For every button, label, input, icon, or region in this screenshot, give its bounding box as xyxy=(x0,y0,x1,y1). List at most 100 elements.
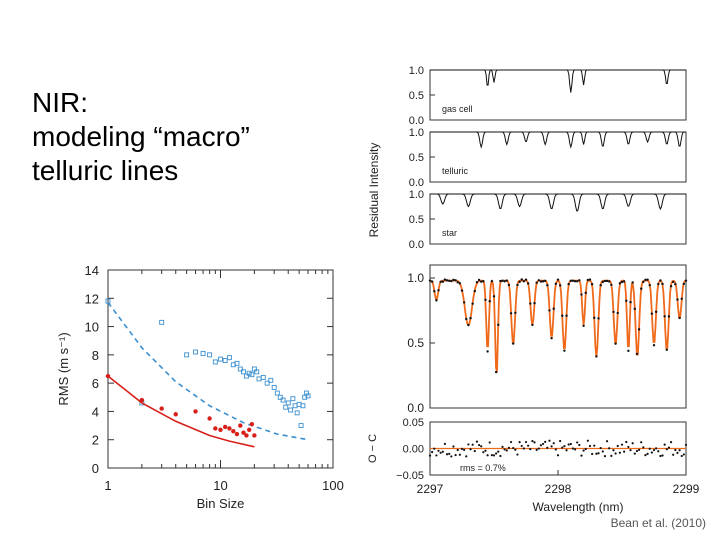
observed-data-point xyxy=(535,281,538,284)
observed-data-point xyxy=(526,282,530,285)
red-data-point xyxy=(249,421,255,427)
residual-point xyxy=(469,448,472,451)
blue-data-point xyxy=(260,375,266,380)
residual-point xyxy=(527,444,530,447)
observed-data-point xyxy=(633,307,636,311)
observed-data-point xyxy=(576,280,579,283)
residual-point xyxy=(514,448,517,451)
observed-data-point xyxy=(494,370,498,374)
y-tick-label: 0 xyxy=(92,461,99,476)
residual-point xyxy=(503,448,506,451)
residual-point xyxy=(518,441,521,444)
observed-data-point xyxy=(524,278,528,281)
observed-data-point xyxy=(477,278,481,282)
residual-point xyxy=(644,453,647,457)
red-data-point xyxy=(193,409,198,414)
observed-data-point xyxy=(646,278,649,281)
y-tick-label: 0.05 xyxy=(403,417,424,429)
y-tick-label: 0.5 xyxy=(409,152,424,164)
observed-data-point xyxy=(601,280,604,284)
blue-data-point xyxy=(268,377,274,383)
observed-data-point xyxy=(437,289,440,292)
observed-data-point xyxy=(597,317,600,320)
observed-data-point xyxy=(665,348,668,352)
residual-point xyxy=(631,442,634,445)
residual-point xyxy=(505,449,508,452)
observed-data-point xyxy=(588,278,592,281)
residual-point xyxy=(601,450,604,453)
observed-data-point xyxy=(578,279,581,282)
observed-data-point xyxy=(635,352,639,356)
observed-data-point xyxy=(663,315,666,318)
observed-data-point xyxy=(501,279,504,282)
residual-point xyxy=(618,451,621,454)
observed-data-point xyxy=(428,279,432,282)
blue-data-point xyxy=(274,390,280,396)
blue-data-point xyxy=(246,370,252,376)
observed-data-point xyxy=(514,311,517,314)
slide-title: NIR: modeling “macro” telluric lines xyxy=(32,86,352,188)
observed-data-point xyxy=(631,281,634,284)
observed-data-point xyxy=(454,279,457,282)
red-data-point xyxy=(247,427,252,433)
blue-data-point xyxy=(226,355,232,361)
residual-point xyxy=(563,444,566,448)
red-data-point xyxy=(252,433,257,438)
residual-point xyxy=(605,440,609,443)
observed-data-point xyxy=(439,280,442,283)
observed-data-point xyxy=(499,279,502,283)
residual-point xyxy=(520,444,523,448)
residual-point xyxy=(565,449,568,452)
observed-data-point xyxy=(580,293,583,296)
spectra-chart: 0.0 0.5 1.0 gas cell 0.0 0.5 1.0 telluric 0.0 0.5… xyxy=(367,65,700,514)
observed-data-point xyxy=(629,300,632,304)
x-axis-label: Wavelength (nm) xyxy=(533,500,624,514)
residual-point xyxy=(684,443,688,446)
residual-point xyxy=(640,441,643,444)
residual-point xyxy=(593,444,596,447)
x-tick-label: 2298 xyxy=(545,482,572,496)
spectrum-curve xyxy=(430,131,686,149)
residual-point xyxy=(559,439,562,443)
blue-data-point xyxy=(298,423,304,429)
residual-point xyxy=(509,440,513,444)
residual-point xyxy=(648,447,651,450)
red-fit-curve xyxy=(107,375,255,448)
observed-data-point xyxy=(654,310,658,314)
y-tick-label: 12 xyxy=(85,291,99,306)
observed-data-point xyxy=(563,349,566,352)
observed-data-point xyxy=(507,283,511,287)
observed-data-point xyxy=(546,284,549,287)
observed-data-point xyxy=(490,280,494,283)
residual-point xyxy=(616,444,619,448)
observed-data-point xyxy=(625,299,628,302)
spectrum-panel-frame xyxy=(429,131,687,183)
residual-point xyxy=(591,452,594,456)
residual-point xyxy=(659,454,662,458)
y-tick-label: 14 xyxy=(85,263,99,278)
residual-point xyxy=(650,451,653,454)
observed-data-point xyxy=(516,283,519,287)
rms-label: rms = 0.7% xyxy=(460,463,506,473)
observed-data-point xyxy=(497,323,500,327)
residual-point xyxy=(595,452,598,455)
residual-point xyxy=(495,452,498,455)
observed-data-point xyxy=(682,282,686,286)
red-data-point xyxy=(222,424,228,430)
residual-point xyxy=(586,439,589,442)
observed-data-point xyxy=(608,280,611,283)
residual-point xyxy=(477,443,481,447)
residual-point xyxy=(529,448,532,451)
observed-data-point xyxy=(531,323,534,327)
observed-data-point xyxy=(667,315,671,318)
observed-data-point xyxy=(657,282,660,286)
residual-point xyxy=(663,443,666,446)
residual-point xyxy=(588,444,592,448)
residual-point xyxy=(603,455,607,458)
residual-point xyxy=(433,447,436,450)
observed-data-point xyxy=(582,324,585,327)
residual-point xyxy=(667,446,671,449)
residual-point xyxy=(637,448,641,451)
observed-data-point xyxy=(586,278,590,282)
observed-data-point xyxy=(544,279,547,283)
